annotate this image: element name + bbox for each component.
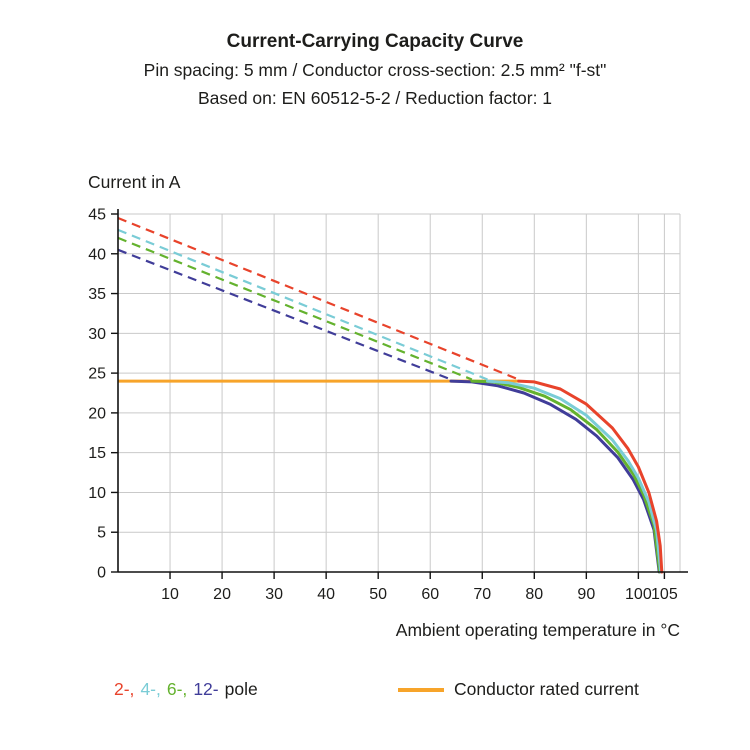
12-pole-dashed-segment xyxy=(117,248,452,381)
2-pole-curve xyxy=(517,379,664,574)
y-tick-label: 25 xyxy=(88,366,106,383)
y-tick-label: 45 xyxy=(88,207,106,224)
x-tick-label: 100 xyxy=(625,586,652,603)
x-tick-label: 20 xyxy=(213,586,231,603)
x-tick-label: 105 xyxy=(651,586,678,603)
x-tick-label: 10 xyxy=(161,586,179,603)
x-tick-label: 30 xyxy=(265,586,283,603)
chart-subtitle-2: Based on: EN 60512-5-2 / Reduction facto… xyxy=(197,88,553,108)
x-tick-label: 40 xyxy=(317,586,335,603)
2-pole-dashed-segment xyxy=(117,216,520,381)
12-pole-curve xyxy=(449,379,661,574)
6-pole-dashed-segment xyxy=(117,236,473,381)
legend-4-pole: 4-, xyxy=(140,679,161,699)
x-tick-label: 60 xyxy=(421,586,439,603)
rated-current-swatch xyxy=(398,687,444,692)
y-tick-label: 40 xyxy=(88,246,106,263)
chart-subtitle-1: Pin spacing: 5 mm / Conductor cross-sect… xyxy=(143,60,607,80)
legend-pole-suffix: pole xyxy=(224,679,258,699)
legend-6-pole: 6-, xyxy=(166,679,188,699)
y-tick-label: 35 xyxy=(88,286,106,303)
rated-current-legend: Conductor rated current xyxy=(398,679,639,700)
chart-title: Current-Carrying Capacity Curve xyxy=(226,31,524,52)
rated-current-label: Conductor rated current xyxy=(454,679,639,699)
legend-12-pole: 12- xyxy=(193,679,219,699)
x-tick-label: 90 xyxy=(577,586,595,603)
y-tick-label: 20 xyxy=(88,405,106,422)
chart-header: Current-Carrying Capacity Curve Pin spac… xyxy=(0,28,750,112)
grid-lines xyxy=(118,213,681,572)
legend-2-pole: 2-, xyxy=(114,679,135,699)
y-tick-label: 5 xyxy=(97,525,106,542)
x-axis-title: Ambient operating temperature in °C xyxy=(395,620,680,640)
y-tick-label: 0 xyxy=(97,565,106,582)
y-tick-label: 30 xyxy=(88,326,106,343)
y-axis-title: Current in A xyxy=(88,172,181,192)
pole-legend: 2-, 4-, 6-, 12- pole xyxy=(114,679,264,700)
capacity-chart: 0 5 10 15 20 25 30 35 40 45 10 20 30 40 50 60 70 80 90 100 1… xyxy=(88,207,688,603)
y-tick-label: 10 xyxy=(88,485,106,502)
4-pole-curve xyxy=(486,379,663,574)
x-tick-label: 70 xyxy=(473,586,491,603)
6-pole-curve xyxy=(470,379,662,574)
x-tick-label: 80 xyxy=(525,586,543,603)
y-tick-label: 15 xyxy=(88,445,106,462)
4-pole-dashed-segment xyxy=(117,228,488,381)
x-tick-label: 50 xyxy=(369,586,387,603)
